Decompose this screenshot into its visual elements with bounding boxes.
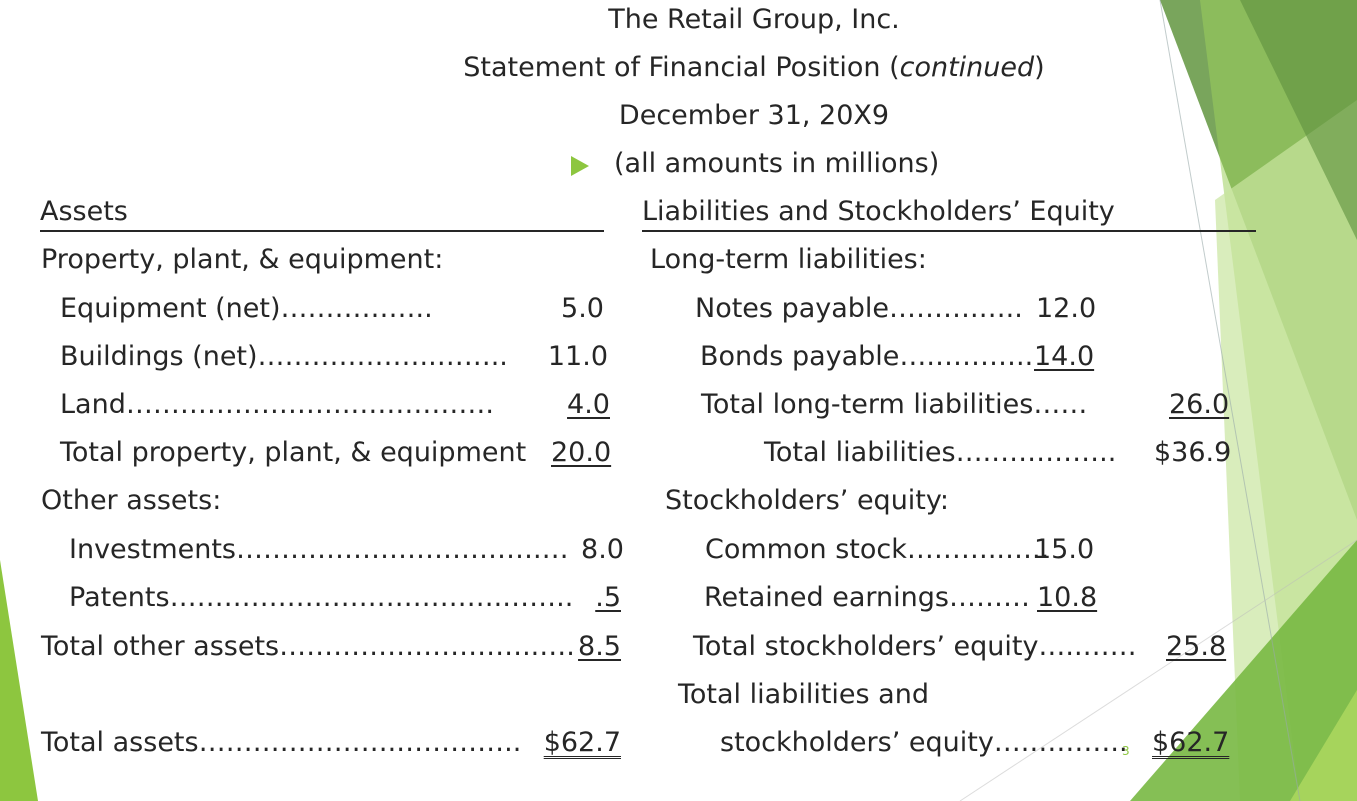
lt-item-label: Notes payable……….….. [695,293,1023,324]
other-item-label: Patents……………………………….…….. [69,582,574,613]
total-assets-label: Total assets………………….………….. [41,727,522,758]
total-liabilities-label: Total liabilities….………….. [764,437,1117,468]
ppe-heading: Property, plant, & equipment: [41,244,444,275]
grand-total-label: Total liabilities and [678,679,929,710]
equity-total-label: Total stockholders’ equity…..…… [693,631,1137,662]
equity-item-value: 10.8 [1037,582,1098,613]
statement-date: December 31, 20X9 [618,100,890,131]
lt-item-value: 14.0 [1034,341,1095,372]
equity-item-value: 15.0 [1034,534,1095,565]
ppe-item-label: Land…………………….……………. [60,389,495,420]
ppe-item-value: 4.0 [567,389,610,420]
other-assets-heading: Other assets: [41,485,222,516]
grand-total-label-cont: stockholders’ equity….……….. [720,727,1137,758]
grand-total-value: $62.7 [1152,727,1230,758]
equity-total-value: 25.8 [1166,631,1227,662]
lt-item-value: 12.0 [1036,293,1097,324]
other-total-label: Total other assets………………………..…. [41,631,575,662]
company-name: The Retail Group, Inc. [608,4,900,35]
lt-item-label: Bonds payable….……….. [700,341,1034,372]
ppe-item-label: Buildings (net)………………..…….. [60,341,508,372]
statement-title: Statement of Financial Position (continu… [463,52,1045,83]
lt-liabilities-heading: Long-term liabilities: [650,244,927,275]
other-item-value: 8.0 [581,534,624,565]
ppe-total-value: 20.0 [551,437,612,468]
other-total-value: 8.5 [578,631,621,662]
ppe-total-label: Total property, plant, & equipment [60,437,527,468]
lt-total-value: 26.0 [1169,389,1230,420]
lt-total-label: Total long-term liabilities…… [701,389,1088,420]
other-item-label: Investments…………………………….… [69,534,569,565]
equity-heading: Stockholders’ equity: [665,485,950,516]
total-liabilities-value: $36.9 [1154,437,1232,468]
continued-label: continued [899,52,1035,83]
equity-item-label: Retained earnings……… [704,582,1030,613]
equity-item-label: Common stock………..….. [705,534,1058,565]
amounts-note: (all amounts in millions) [614,148,940,179]
other-item-value: .5 [595,582,621,613]
total-assets-value: $62.7 [543,727,621,758]
ppe-item-value: 11.0 [547,341,608,372]
liabilities-heading: Liabilities and Stockholders’ Equity [642,194,1256,232]
page-number: 3 [1122,744,1130,758]
bullet-arrow-icon [571,156,589,176]
ppe-item-value: 5.0 [561,293,604,324]
ppe-item-label: Equipment (net)…………….. [60,293,433,324]
assets-heading: Assets [40,194,604,232]
